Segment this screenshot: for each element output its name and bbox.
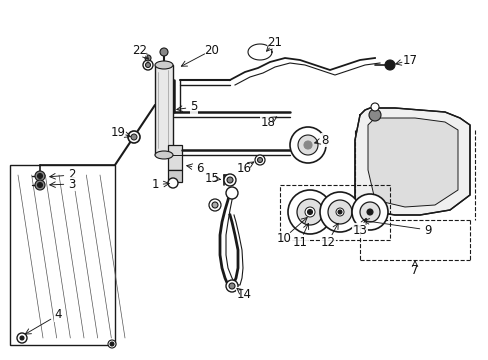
- Bar: [168, 145, 182, 170]
- Text: 9: 9: [424, 224, 431, 237]
- Circle shape: [368, 109, 380, 121]
- Text: 4: 4: [54, 309, 61, 321]
- Text: 17: 17: [402, 54, 417, 67]
- Circle shape: [254, 155, 264, 165]
- Circle shape: [145, 63, 150, 68]
- Circle shape: [370, 103, 378, 111]
- Bar: [155, 65, 173, 155]
- Circle shape: [366, 209, 372, 215]
- Circle shape: [38, 174, 42, 179]
- Text: 5: 5: [190, 100, 197, 113]
- Ellipse shape: [155, 61, 173, 69]
- Circle shape: [226, 177, 232, 183]
- Circle shape: [327, 200, 351, 224]
- Circle shape: [337, 210, 341, 214]
- Circle shape: [351, 194, 387, 230]
- Circle shape: [335, 208, 343, 216]
- Polygon shape: [354, 108, 469, 215]
- Circle shape: [319, 192, 359, 232]
- Polygon shape: [367, 118, 457, 207]
- Text: 16: 16: [236, 162, 251, 175]
- Text: 13: 13: [352, 224, 366, 237]
- Circle shape: [131, 134, 137, 140]
- Circle shape: [225, 187, 238, 199]
- Bar: [168, 170, 182, 182]
- Circle shape: [35, 180, 45, 190]
- Circle shape: [108, 340, 116, 348]
- Circle shape: [35, 171, 45, 181]
- Text: 12: 12: [320, 235, 335, 248]
- Circle shape: [257, 158, 262, 162]
- Circle shape: [289, 127, 325, 163]
- Text: 6: 6: [196, 162, 203, 175]
- Circle shape: [359, 202, 379, 222]
- Text: 19: 19: [110, 126, 125, 139]
- Circle shape: [287, 190, 331, 234]
- Text: 21: 21: [267, 36, 282, 49]
- Circle shape: [307, 210, 312, 215]
- Circle shape: [212, 202, 218, 208]
- Circle shape: [20, 336, 24, 340]
- Text: 1: 1: [151, 179, 159, 192]
- Text: 2: 2: [68, 168, 76, 181]
- Circle shape: [297, 135, 317, 155]
- Circle shape: [304, 141, 311, 149]
- Ellipse shape: [155, 151, 173, 159]
- Bar: [280, 185, 389, 240]
- Circle shape: [208, 199, 221, 211]
- Text: 8: 8: [321, 134, 328, 147]
- Text: 20: 20: [204, 44, 219, 57]
- Circle shape: [17, 333, 27, 343]
- Circle shape: [296, 199, 323, 225]
- Text: 18: 18: [260, 116, 275, 129]
- Circle shape: [224, 174, 236, 186]
- Text: 11: 11: [292, 235, 307, 248]
- Text: 10: 10: [276, 231, 291, 244]
- Circle shape: [225, 280, 238, 292]
- Circle shape: [38, 183, 42, 188]
- Circle shape: [110, 342, 114, 346]
- Circle shape: [160, 48, 168, 56]
- Text: 7: 7: [410, 264, 418, 276]
- Circle shape: [145, 55, 151, 61]
- Text: 14: 14: [236, 288, 251, 301]
- Circle shape: [142, 60, 153, 70]
- Circle shape: [128, 131, 140, 143]
- Text: 15: 15: [204, 171, 219, 184]
- Circle shape: [168, 178, 178, 188]
- Text: 22: 22: [132, 44, 147, 57]
- Circle shape: [228, 283, 235, 289]
- Circle shape: [384, 60, 394, 70]
- Bar: [10, 165, 115, 345]
- Text: 3: 3: [68, 177, 76, 190]
- Circle shape: [305, 207, 314, 217]
